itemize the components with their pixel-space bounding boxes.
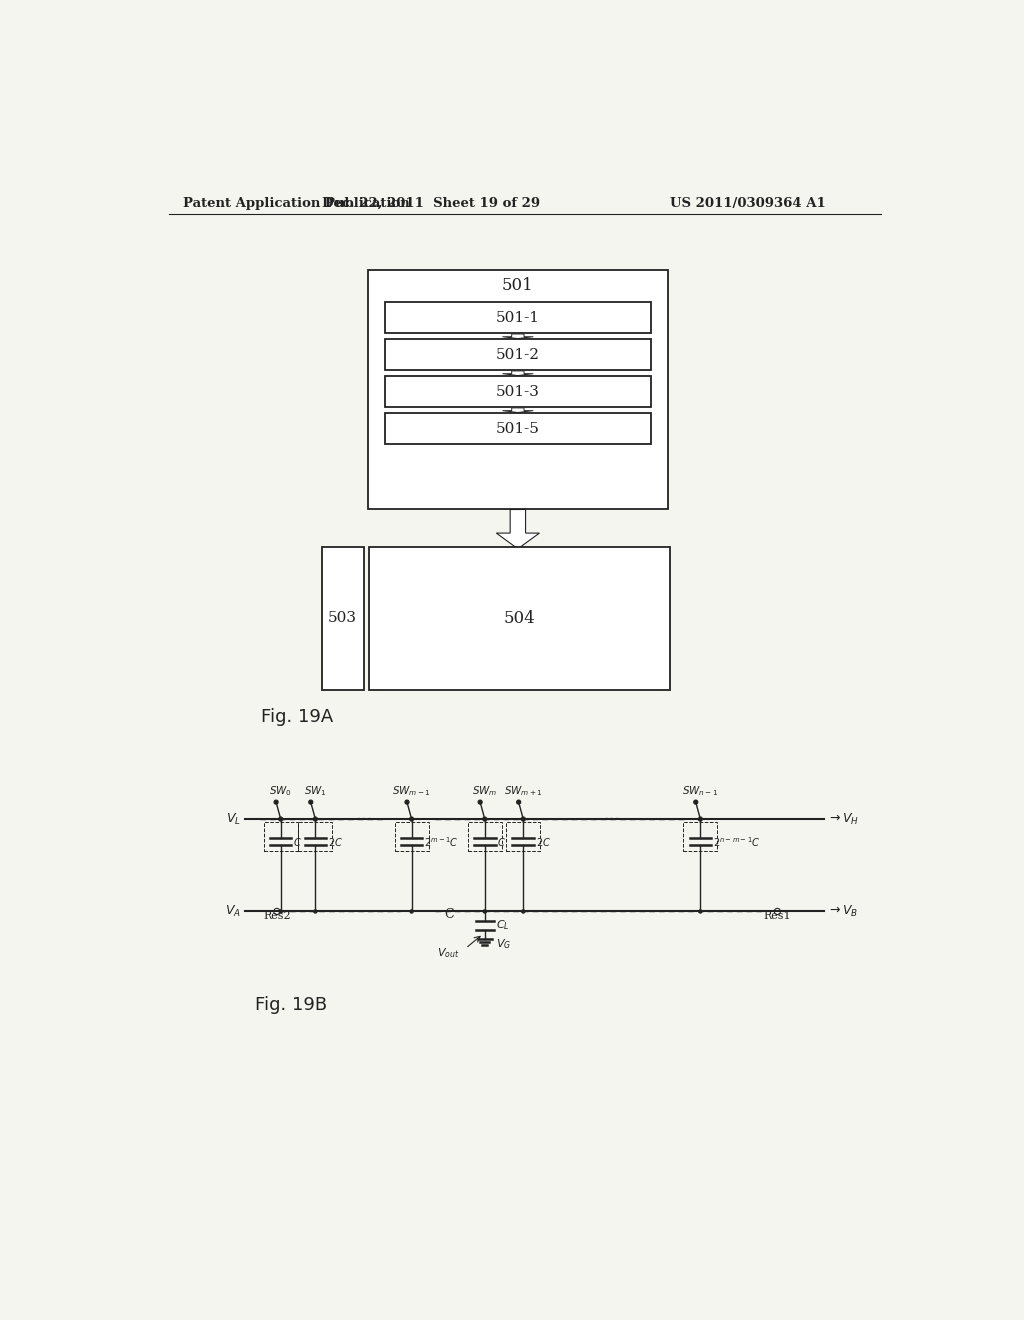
Text: $2^{m-1}C$: $2^{m-1}C$ bbox=[424, 834, 459, 849]
Bar bbox=[683, 822, 717, 851]
Bar bbox=[264, 822, 298, 851]
Circle shape bbox=[273, 908, 280, 915]
Circle shape bbox=[313, 909, 316, 913]
Text: Patent Application Publication: Patent Application Publication bbox=[183, 197, 410, 210]
Text: $V_{out}$: $V_{out}$ bbox=[437, 946, 460, 960]
Text: $C_L$: $C_L$ bbox=[497, 919, 510, 932]
Text: 504: 504 bbox=[504, 610, 536, 627]
Circle shape bbox=[521, 817, 525, 821]
Text: 501-5: 501-5 bbox=[496, 421, 540, 436]
Bar bbox=[385, 339, 651, 370]
Bar bbox=[368, 271, 668, 508]
Text: ...: ... bbox=[603, 807, 621, 824]
Text: $SW_{m+1}$: $SW_{m+1}$ bbox=[504, 784, 543, 797]
Circle shape bbox=[698, 909, 701, 913]
Text: $C$: $C$ bbox=[497, 836, 506, 847]
Bar bbox=[506, 822, 541, 851]
Text: $2C$: $2C$ bbox=[536, 836, 551, 847]
Text: $C$: $C$ bbox=[293, 836, 302, 847]
Text: $SW_0$: $SW_0$ bbox=[269, 784, 292, 797]
Text: $SW_1$: $SW_1$ bbox=[304, 784, 327, 797]
Circle shape bbox=[410, 909, 413, 913]
Bar bbox=[394, 822, 429, 851]
Circle shape bbox=[517, 800, 520, 804]
Text: Fig. 19B: Fig. 19B bbox=[255, 997, 328, 1014]
Text: Dec. 22, 2011  Sheet 19 of 29: Dec. 22, 2011 Sheet 19 of 29 bbox=[322, 197, 540, 210]
Bar bbox=[298, 822, 333, 851]
Text: Res2: Res2 bbox=[263, 911, 291, 921]
Text: $2C$: $2C$ bbox=[328, 836, 343, 847]
Text: 501-1: 501-1 bbox=[496, 310, 540, 325]
Text: $\rightarrow$$V_H$: $\rightarrow$$V_H$ bbox=[827, 812, 860, 826]
Polygon shape bbox=[497, 510, 540, 549]
Circle shape bbox=[406, 800, 409, 804]
Circle shape bbox=[521, 909, 524, 913]
Circle shape bbox=[478, 800, 482, 804]
Bar bbox=[468, 822, 502, 851]
Text: 501-2: 501-2 bbox=[496, 347, 540, 362]
Text: $SW_{n-1}$: $SW_{n-1}$ bbox=[682, 784, 719, 797]
Text: $SW_{m-1}$: $SW_{m-1}$ bbox=[392, 784, 431, 797]
Circle shape bbox=[280, 909, 283, 913]
Text: $V_G$: $V_G$ bbox=[497, 937, 512, 950]
Circle shape bbox=[483, 817, 486, 821]
Text: Fig. 19A: Fig. 19A bbox=[261, 709, 334, 726]
Polygon shape bbox=[503, 408, 534, 412]
Text: ...: ... bbox=[355, 807, 373, 824]
Text: 503: 503 bbox=[329, 611, 357, 626]
Text: $SW_m$: $SW_m$ bbox=[472, 784, 498, 797]
Circle shape bbox=[274, 800, 278, 804]
Polygon shape bbox=[503, 371, 534, 376]
Bar bbox=[385, 413, 651, 444]
Circle shape bbox=[309, 800, 312, 804]
Bar bbox=[385, 302, 651, 333]
Circle shape bbox=[694, 800, 697, 804]
Text: $2^{n-m-1}C$: $2^{n-m-1}C$ bbox=[713, 834, 760, 849]
Text: $\rightarrow$$V_B$: $\rightarrow$$V_B$ bbox=[827, 904, 859, 919]
Bar bbox=[385, 376, 651, 407]
Circle shape bbox=[313, 817, 317, 821]
Text: US 2011/0309364 A1: US 2011/0309364 A1 bbox=[670, 197, 825, 210]
Text: Res1: Res1 bbox=[764, 911, 792, 921]
Circle shape bbox=[410, 817, 414, 821]
Circle shape bbox=[774, 908, 780, 915]
Polygon shape bbox=[503, 334, 534, 339]
Circle shape bbox=[698, 817, 702, 821]
Circle shape bbox=[483, 909, 486, 913]
Text: $V_L$: $V_L$ bbox=[225, 812, 241, 826]
Circle shape bbox=[279, 817, 283, 821]
Text: $V_A$: $V_A$ bbox=[224, 904, 241, 919]
Bar bbox=[322, 548, 364, 689]
Text: C: C bbox=[443, 908, 454, 921]
Text: 501-3: 501-3 bbox=[496, 384, 540, 399]
Bar bbox=[370, 548, 670, 689]
Text: 501: 501 bbox=[502, 277, 534, 294]
